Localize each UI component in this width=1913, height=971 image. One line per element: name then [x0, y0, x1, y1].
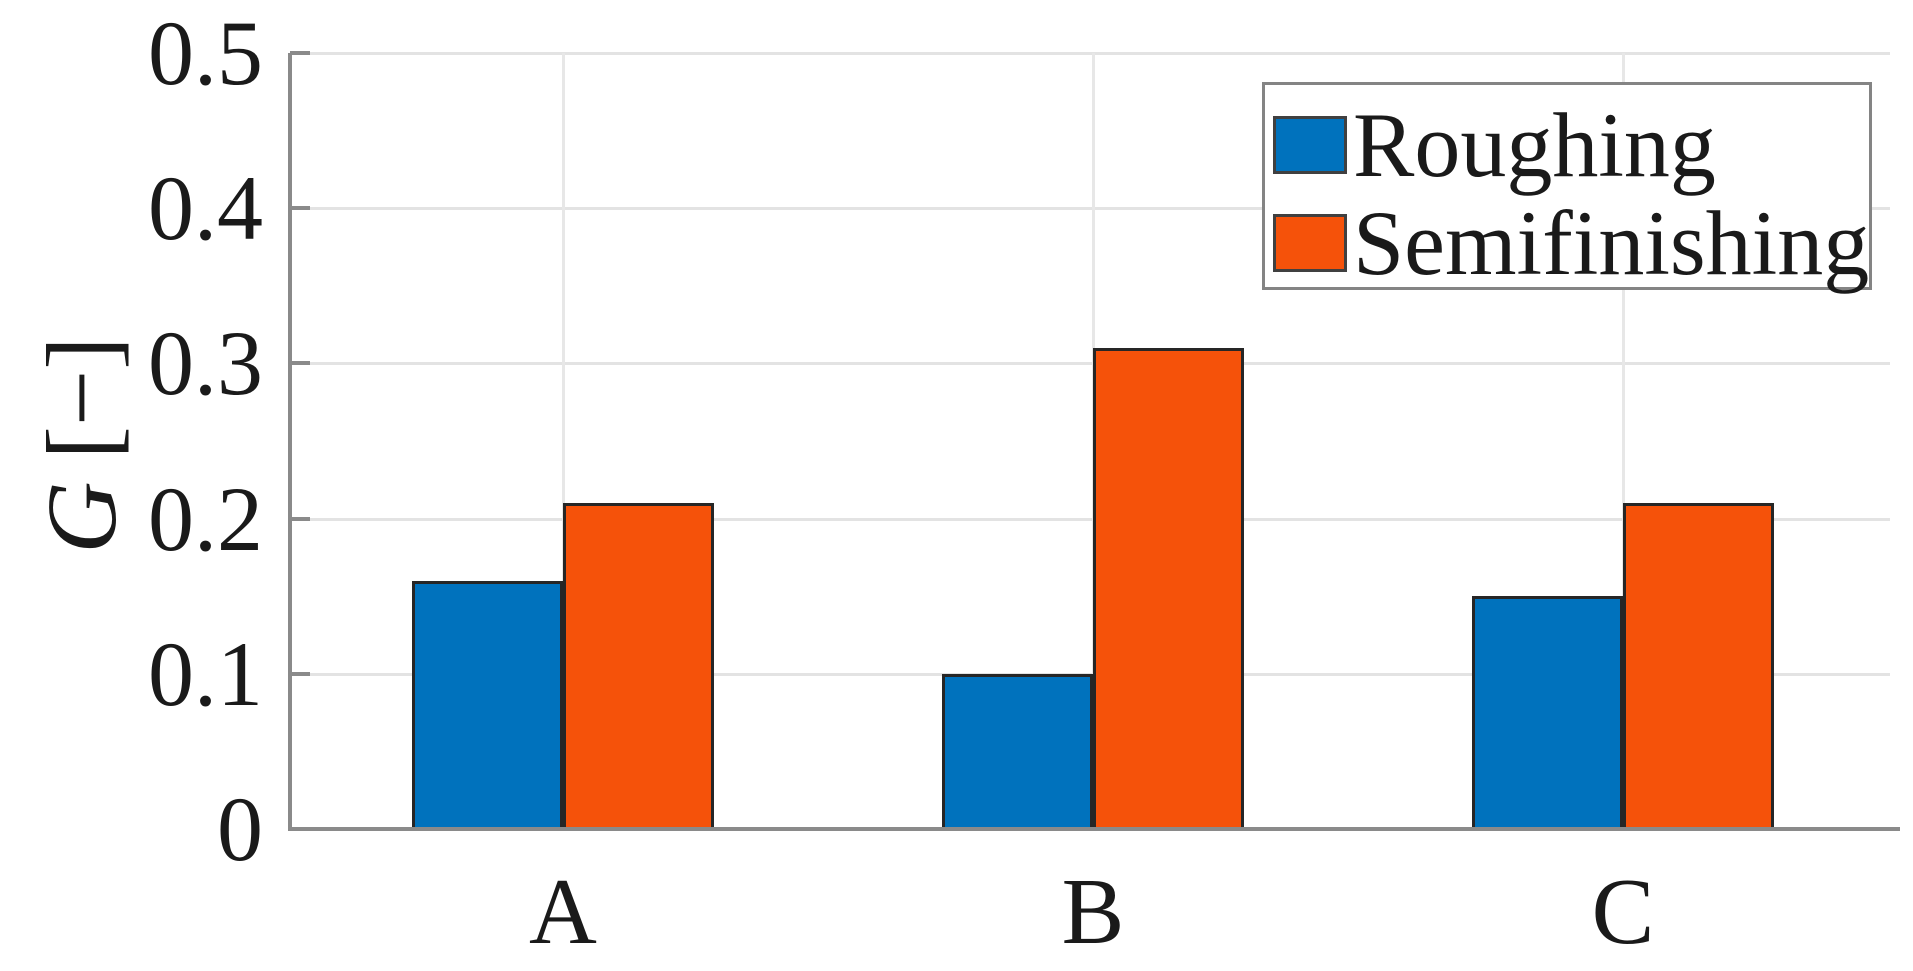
gridline-y-0.3 — [290, 362, 1890, 366]
bar-roughing-A — [412, 581, 563, 829]
y-tick-label-0.5: 0.5 — [148, 2, 263, 104]
y-tick-label-0.2: 0.2 — [148, 467, 263, 570]
legend-label-semifinishing: Semifinishing — [1353, 192, 1870, 294]
gridline-x-C — [1622, 53, 1625, 829]
gridline-y-0.2 — [290, 517, 1890, 521]
gridline-y-0.5 — [290, 52, 1890, 55]
legend-item-roughing: Roughing — [1273, 99, 1869, 191]
y-tick-label-0.3: 0.3 — [148, 312, 263, 415]
y-tick-mark-0.5 — [290, 51, 310, 55]
y-axis-label-unit: [−] — [26, 336, 137, 460]
y-axis-label-variable: G — [26, 481, 137, 554]
bar-roughing-B — [942, 674, 1093, 829]
gridline-y-0.4 — [290, 207, 1890, 211]
legend-label-roughing: Roughing — [1353, 94, 1716, 196]
y-axis-label: G [−] — [26, 45, 137, 845]
bar-semifinishing-A — [563, 503, 714, 829]
bar-semifinishing-B — [1093, 348, 1244, 829]
legend-item-semifinishing: Semifinishing — [1273, 197, 1869, 289]
plot-area — [288, 51, 1900, 831]
y-axis-line — [288, 53, 292, 829]
y-tick-label-0: 0 — [217, 778, 263, 880]
y-tick-mark-0 — [290, 827, 310, 831]
legend-swatch-roughing — [1273, 116, 1347, 174]
y-tick-mark-0.2 — [290, 516, 310, 521]
y-tick-mark-0.4 — [290, 206, 310, 211]
x-axis-line — [288, 827, 1900, 831]
y-tick-mark-0.1 — [290, 671, 310, 676]
x-tick-label-B: B — [1061, 860, 1125, 964]
legend-swatch-semifinishing — [1273, 214, 1347, 272]
x-tick-label-A: A — [529, 860, 597, 964]
legend: Roughing Semifinishing — [1262, 82, 1872, 290]
y-tick-label-0.1: 0.1 — [148, 622, 263, 725]
x-tick-label-C: C — [1591, 860, 1655, 964]
gridline-x-A — [562, 53, 565, 829]
y-tick-mark-0.3 — [290, 361, 310, 366]
bar-roughing-C — [1472, 596, 1623, 829]
y-tick-label-0.4: 0.4 — [148, 157, 263, 260]
bar-semifinishing-C — [1623, 503, 1774, 829]
